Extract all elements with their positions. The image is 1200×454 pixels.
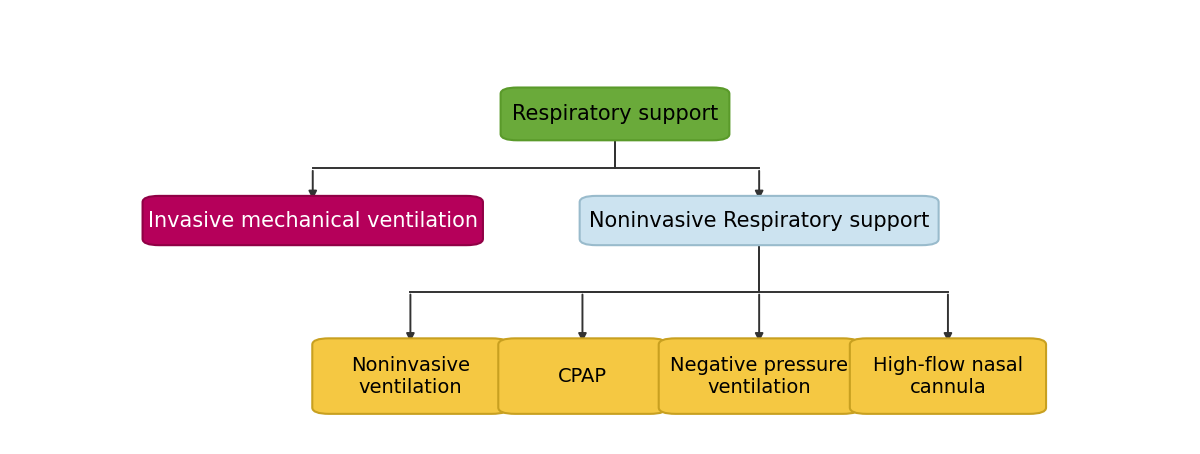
FancyBboxPatch shape — [500, 88, 730, 140]
FancyBboxPatch shape — [659, 338, 859, 414]
Text: Noninvasive Respiratory support: Noninvasive Respiratory support — [589, 211, 929, 231]
FancyBboxPatch shape — [580, 196, 938, 245]
Text: Negative pressure
ventilation: Negative pressure ventilation — [670, 355, 848, 397]
Text: High-flow nasal
cannula: High-flow nasal cannula — [872, 355, 1024, 397]
FancyBboxPatch shape — [312, 338, 509, 414]
Text: Invasive mechanical ventilation: Invasive mechanical ventilation — [148, 211, 478, 231]
FancyBboxPatch shape — [498, 338, 667, 414]
Text: Noninvasive
ventilation: Noninvasive ventilation — [350, 355, 470, 397]
FancyBboxPatch shape — [850, 338, 1046, 414]
Text: Respiratory support: Respiratory support — [512, 104, 718, 124]
Text: CPAP: CPAP — [558, 366, 607, 385]
FancyBboxPatch shape — [143, 196, 482, 245]
